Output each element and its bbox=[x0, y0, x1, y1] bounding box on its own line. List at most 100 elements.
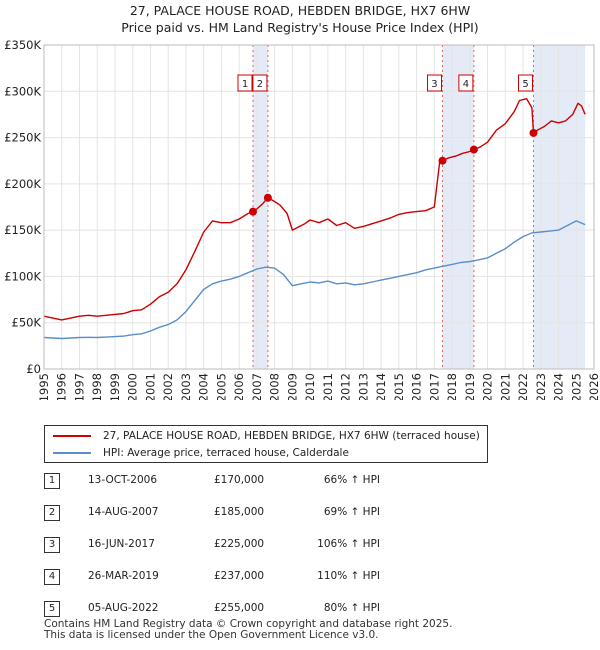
legend: 27, PALACE HOUSE ROAD, HEBDEN BRIDGE, HX… bbox=[44, 425, 488, 463]
sale-point bbox=[249, 207, 257, 216]
x-tick-label: 2015 bbox=[392, 373, 406, 400]
legend-label-property: 27, PALACE HOUSE ROAD, HEBDEN BRIDGE, HX… bbox=[103, 430, 480, 442]
sale-label: 2 bbox=[257, 79, 263, 90]
y-tick-label: £350K bbox=[4, 38, 41, 52]
sale-date: 14-AUG-2007 bbox=[88, 506, 159, 518]
subtitle: Price paid vs. HM Land Registry's House … bbox=[121, 20, 479, 35]
sale-point bbox=[529, 128, 538, 137]
x-tick-label: 1997 bbox=[72, 373, 86, 400]
sale-number: 5 bbox=[44, 601, 60, 617]
sale-price: £255,000 bbox=[214, 602, 265, 614]
footer-licence: This data is licensed under the Open Gov… bbox=[44, 629, 379, 641]
x-tick-label: 2010 bbox=[303, 373, 317, 400]
sale-price: £170,000 bbox=[214, 474, 265, 486]
sale-date: 13-OCT-2006 bbox=[88, 474, 157, 486]
sale-label-box bbox=[518, 74, 533, 92]
sale-point bbox=[263, 193, 272, 202]
footer: Contains HM Land Registry data © Crown c… bbox=[44, 619, 452, 641]
sale-date: 05-AUG-2022 bbox=[88, 602, 159, 614]
x-tick-label: 2000 bbox=[126, 373, 140, 400]
x-tick-label: 1996 bbox=[55, 373, 69, 400]
sale-hpi: 66% ↑ HPI bbox=[323, 474, 380, 486]
x-tick-label: 2011 bbox=[321, 373, 335, 400]
legend-item-property: 27, PALACE HOUSE ROAD, HEBDEN BRIDGE, HX… bbox=[53, 429, 480, 443]
x-tick-label: 2017 bbox=[427, 373, 441, 400]
x-tick-label: 2003 bbox=[179, 373, 193, 400]
sale-row: 5 05-AUG-2022 £255,000 80% ↑ HPI bbox=[44, 601, 444, 619]
legend-label-hpi: HPI: Average price, terraced house, Cald… bbox=[103, 447, 349, 459]
y-tick-label: £100K bbox=[4, 269, 41, 283]
x-tick-label: 2002 bbox=[161, 373, 175, 400]
hpi-line bbox=[43, 220, 586, 340]
chart-title: 27, PALACE HOUSE ROAD, HEBDEN BRIDGE, HX… bbox=[0, 2, 600, 36]
shaded-span bbox=[253, 45, 268, 369]
sale-number: 2 bbox=[44, 505, 60, 521]
x-tick-label: 2020 bbox=[481, 373, 495, 400]
x-tick-label: 2008 bbox=[268, 373, 282, 400]
sale-date: 26-MAR-2019 bbox=[88, 570, 159, 582]
sale-price: £225,000 bbox=[214, 538, 265, 550]
x-tick-label: 2005 bbox=[214, 373, 228, 400]
x-tick-label: 2012 bbox=[339, 373, 353, 400]
x-tick-label: 2013 bbox=[356, 373, 370, 400]
x-tick-label: 2007 bbox=[250, 373, 264, 400]
x-tick-label: 2025 bbox=[569, 373, 583, 400]
y-tick-label: £300K bbox=[4, 84, 41, 98]
x-tick-label: 2001 bbox=[143, 373, 157, 400]
plot-frame bbox=[43, 44, 595, 370]
x-tick-label: 2024 bbox=[552, 373, 566, 400]
shaded-span bbox=[442, 45, 474, 369]
x-tick-label: 2018 bbox=[445, 373, 459, 400]
footer-copyright: Contains HM Land Registry data © Crown c… bbox=[44, 618, 453, 630]
x-tick-label: 2023 bbox=[534, 373, 548, 400]
x-tick-label: 2014 bbox=[374, 373, 388, 400]
sale-number: 4 bbox=[44, 569, 60, 585]
sale-price: £185,000 bbox=[214, 506, 265, 518]
property-price-line bbox=[43, 97, 586, 321]
sale-row: 3 16-JUN-2017 £225,000 106% ↑ HPI bbox=[44, 537, 444, 555]
sale-hpi: 80% ↑ HPI bbox=[323, 602, 380, 614]
legend-swatch-property bbox=[53, 435, 91, 437]
y-tick-label: £250K bbox=[4, 131, 41, 145]
sale-label-box bbox=[426, 74, 442, 92]
y-tick-label: £150K bbox=[4, 223, 41, 237]
x-tick-label: 2022 bbox=[516, 373, 530, 400]
sale-hpi: 106% ↑ HPI bbox=[317, 538, 380, 550]
sale-label: 1 bbox=[242, 79, 248, 90]
sale-label-box bbox=[252, 74, 268, 92]
sale-label-box bbox=[458, 74, 474, 92]
sale-date: 16-JUN-2017 bbox=[88, 538, 155, 550]
sale-label: 5 bbox=[522, 79, 528, 90]
sale-label-box bbox=[237, 74, 253, 92]
x-tick-label: 1998 bbox=[90, 373, 104, 400]
chart: 1 2 3 4 5 £0 £50K £100K £150K £200K £250K £300K £350… bbox=[4, 38, 600, 400]
sale-number: 1 bbox=[44, 473, 60, 489]
sale-point bbox=[438, 156, 447, 165]
plot-area bbox=[44, 45, 594, 369]
legend-swatch-hpi bbox=[53, 452, 91, 454]
title: 27, PALACE HOUSE ROAD, HEBDEN BRIDGE, HX… bbox=[129, 3, 471, 18]
sale-hpi: 69% ↑ HPI bbox=[323, 506, 380, 518]
sale-row: 4 26-MAR-2019 £237,000 110% ↑ HPI bbox=[44, 569, 444, 587]
sale-row: 1 13-OCT-2006 £170,000 66% ↑ HPI bbox=[44, 473, 444, 491]
y-tick-label: £200K bbox=[4, 177, 41, 191]
sale-label: 4 bbox=[463, 79, 469, 90]
x-tick-label: 2006 bbox=[232, 373, 246, 400]
x-tick-label: 2016 bbox=[410, 373, 424, 400]
sale-point bbox=[469, 145, 478, 154]
y-tick-label: £0 bbox=[26, 362, 41, 376]
x-tick-label: 2026 bbox=[587, 373, 600, 400]
y-tick-label: £50K bbox=[12, 316, 42, 330]
x-tick-label: 2009 bbox=[285, 373, 299, 400]
x-tick-label: 2021 bbox=[498, 373, 512, 400]
x-tick-label: 2019 bbox=[463, 373, 477, 400]
sale-row: 2 14-AUG-2007 £185,000 69% ↑ HPI bbox=[44, 505, 444, 523]
sale-label: 3 bbox=[431, 79, 437, 90]
sale-number: 3 bbox=[44, 537, 60, 553]
sale-hpi: 110% ↑ HPI bbox=[317, 570, 380, 582]
x-tick-label: 1995 bbox=[37, 373, 51, 400]
x-tick-label: 1999 bbox=[108, 373, 122, 400]
sale-price: £237,000 bbox=[214, 570, 265, 582]
x-tick-label: 2004 bbox=[197, 373, 211, 400]
legend-item-hpi: HPI: Average price, terraced house, Cald… bbox=[53, 446, 349, 460]
